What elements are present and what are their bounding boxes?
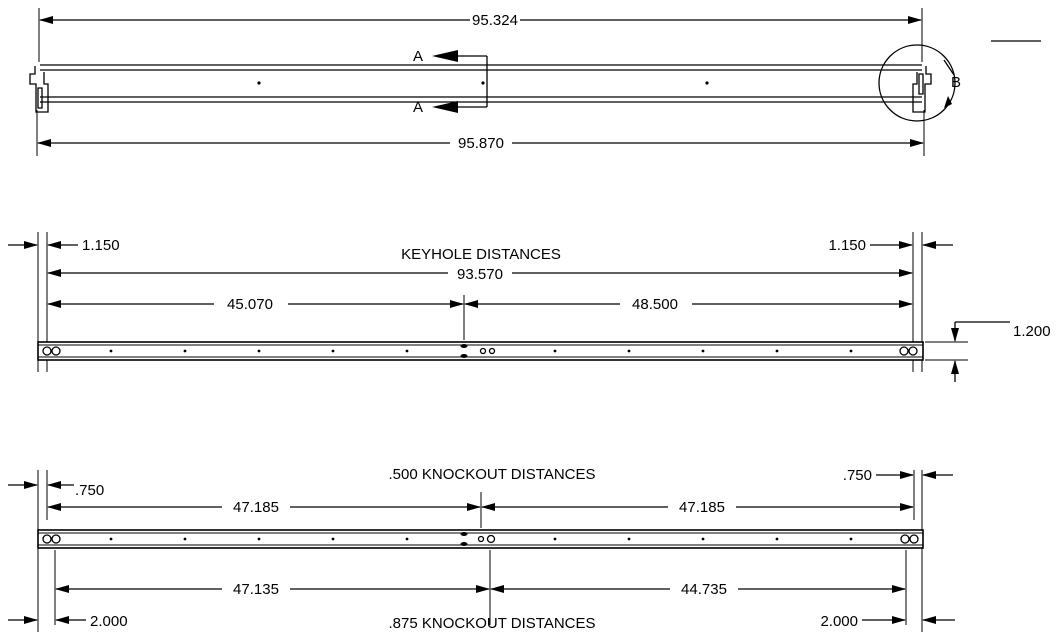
dimension-overall-bottom: 95.870 [37,135,924,152]
dimension-label: .750 [843,467,872,484]
view-top: 95.324 A A [29,8,1041,156]
dimension-label: 1.150 [828,237,866,254]
dimension-label: 2.000 [90,613,128,630]
dimension-label: 44.735 [681,581,727,598]
dimension-label: 47.185 [233,499,279,516]
dimension-knockout-left-span-bottom: 47.135 [55,581,490,598]
dimension-knockout-left-span-top: 47.185 [47,499,481,516]
channel-keyhole-view [37,341,924,361]
section-label-top: A [413,48,423,65]
dimension-keyhole-left-span: 45.070 [47,296,464,313]
dimension-keyhole-right-span: 48.500 [464,296,913,313]
dimension-label: 47.185 [679,499,725,516]
dimension-knockout-left-offset-bottom: 2.000 [8,613,128,630]
dimension-knockout-right-offset-bottom: 2.000 [820,613,955,630]
section-label-bottom: A [413,99,423,116]
dimension-label: 95.324 [472,12,518,29]
dimension-knockout-right-span-top: 47.185 [481,499,914,516]
view-keyhole: KEYHOLE DISTANCES 1.150 1.150 93.570 45.… [8,232,1051,382]
dimension-label: 47.135 [233,581,279,598]
dimension-keyhole-right-offset: 1.150 [828,237,953,254]
dimension-label: .750 [75,482,104,499]
dimension-label: 95.870 [458,135,504,152]
dimension-keyhole-left-offset: 1.150 [8,237,120,254]
knockout-title-top: .500 KNOCKOUT DISTANCES [389,466,596,483]
dimension-label: 2.000 [820,613,858,630]
dimension-knockout-right-span-bottom: 44.735 [490,581,906,598]
dimension-knockout-left-offset-top: .750 [8,481,104,499]
dimension-keyhole-height: 1.200 [925,321,1051,382]
section-marker-a: A A [413,48,488,116]
keyhole-title: KEYHOLE DISTANCES [401,246,561,263]
dimension-label: 1.200 [1013,323,1051,340]
detail-label: B [951,74,961,91]
dimension-label: 48.500 [632,296,678,313]
dimension-label: 93.570 [457,266,503,283]
channel-side-view [29,64,932,113]
knockout-title-bottom: .875 KNOCKOUT DISTANCES [389,615,596,632]
channel-knockout-view [37,529,924,549]
detail-marker-b: B [878,44,961,122]
dimension-overall-top: 95.324 [39,12,922,29]
view-knockouts: .500 KNOCKOUT DISTANCES .750 .750 47.185… [8,466,955,632]
dimension-label: 1.150 [82,237,120,254]
dimension-label: 45.070 [227,296,273,313]
dimension-knockout-right-offset-top: .750 [843,467,953,484]
dimension-keyhole-overall: 93.570 [47,266,913,283]
